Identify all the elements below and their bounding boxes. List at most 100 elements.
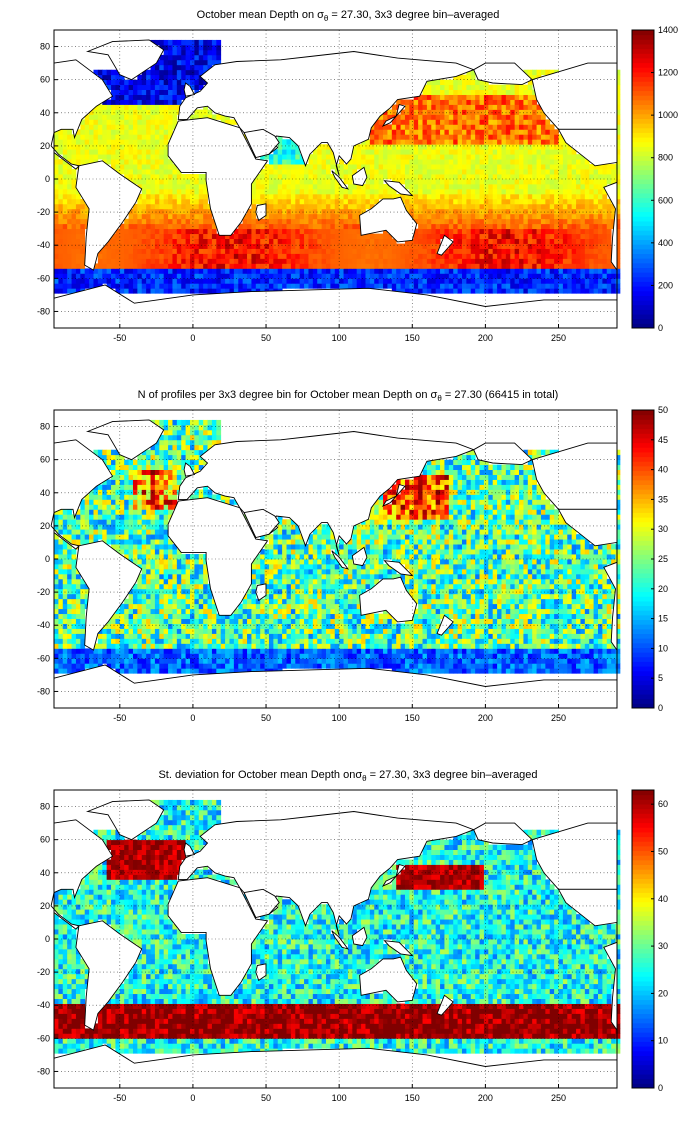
bin-cell bbox=[501, 184, 506, 189]
bin-cell bbox=[278, 653, 283, 658]
bin-cell bbox=[76, 663, 81, 668]
bin-cell bbox=[317, 653, 322, 658]
bin-cell bbox=[168, 124, 173, 129]
bin-cell bbox=[594, 214, 599, 219]
bin-cell bbox=[326, 184, 331, 189]
bin-cell bbox=[414, 234, 419, 239]
bin-cell bbox=[72, 139, 77, 144]
bin-cell bbox=[168, 224, 173, 229]
bin-cell bbox=[580, 159, 585, 164]
bin-cell bbox=[370, 234, 375, 239]
bin-cell bbox=[466, 149, 471, 154]
bin-cell bbox=[155, 278, 160, 283]
bin-cell bbox=[387, 648, 392, 653]
bin-cell bbox=[146, 139, 151, 144]
bin-cell bbox=[361, 268, 366, 273]
bin-cell bbox=[278, 169, 283, 174]
bin-cell bbox=[458, 80, 463, 85]
bin-cell bbox=[63, 224, 68, 229]
bin-cell bbox=[194, 258, 199, 263]
bin-cell bbox=[120, 134, 125, 139]
bin-cell bbox=[322, 648, 327, 653]
bin-cell bbox=[501, 658, 506, 663]
bin-cell bbox=[523, 254, 528, 259]
bin-cell bbox=[409, 169, 414, 174]
bin-cell bbox=[458, 224, 463, 229]
bin-cell bbox=[124, 663, 129, 668]
bin-cell bbox=[194, 239, 199, 244]
bin-cell bbox=[129, 653, 134, 658]
bin-cell bbox=[589, 169, 594, 174]
bin-cell bbox=[528, 199, 533, 204]
bin-cell bbox=[181, 194, 186, 199]
bin-cell bbox=[383, 189, 388, 194]
bin-cell bbox=[523, 283, 528, 288]
bin-cell bbox=[519, 229, 524, 234]
bin-cell bbox=[120, 648, 125, 653]
bin-cell bbox=[523, 95, 528, 100]
bin-cell bbox=[172, 643, 177, 648]
bin-cell bbox=[295, 648, 300, 653]
bin-cell bbox=[269, 159, 274, 164]
bin-cell bbox=[444, 288, 449, 293]
bin-cell bbox=[317, 189, 322, 194]
bin-cell bbox=[563, 278, 568, 283]
bin-cell bbox=[427, 179, 432, 184]
bin-cell bbox=[348, 234, 353, 239]
bin-cell bbox=[409, 204, 414, 209]
bin-cell bbox=[563, 159, 568, 164]
bin-cell bbox=[234, 658, 239, 663]
bin-cell bbox=[545, 258, 550, 263]
bin-cell bbox=[396, 129, 401, 134]
bin-cell bbox=[515, 139, 520, 144]
bin-cell bbox=[607, 273, 612, 278]
bin-cell bbox=[580, 229, 585, 234]
bin-cell bbox=[129, 258, 134, 263]
bin-cell bbox=[282, 283, 287, 288]
bin-cell bbox=[111, 139, 116, 144]
bin-cell bbox=[308, 189, 313, 194]
bin-cell bbox=[589, 273, 594, 278]
bin-cell bbox=[260, 258, 265, 263]
bin-cell bbox=[151, 179, 156, 184]
bin-cell bbox=[273, 643, 278, 648]
y-tick-label: 0 bbox=[45, 174, 50, 184]
bin-cell bbox=[519, 244, 524, 249]
bin-cell bbox=[54, 663, 59, 668]
bin-cell bbox=[374, 164, 379, 169]
bin-cell bbox=[194, 50, 199, 55]
bin-cell bbox=[291, 184, 296, 189]
bin-cell bbox=[256, 244, 261, 249]
bin-cell bbox=[313, 179, 318, 184]
bin-cell bbox=[598, 249, 603, 254]
bin-cell bbox=[98, 263, 103, 268]
bin-cell bbox=[519, 184, 524, 189]
bin-cell bbox=[466, 174, 471, 179]
bin-cell bbox=[462, 159, 467, 164]
bin-cell bbox=[453, 194, 458, 199]
bin-cell bbox=[54, 288, 59, 293]
bin-cell bbox=[159, 80, 164, 85]
bin-cell bbox=[409, 100, 414, 105]
bin-cell bbox=[72, 224, 77, 229]
bin-cell bbox=[611, 288, 616, 293]
bin-cell bbox=[423, 199, 428, 204]
bin-cell bbox=[418, 273, 423, 278]
bin-cell bbox=[523, 229, 528, 234]
bin-cell bbox=[471, 668, 476, 673]
bin-cell bbox=[559, 179, 564, 184]
bin-cell bbox=[480, 239, 485, 244]
bin-cell bbox=[194, 653, 199, 658]
bin-cell bbox=[541, 119, 546, 124]
bin-cell bbox=[528, 174, 533, 179]
bin-cell bbox=[572, 219, 577, 224]
bin-cell bbox=[146, 648, 151, 653]
bin-cell bbox=[541, 189, 546, 194]
bin-cell bbox=[199, 239, 204, 244]
bin-cell bbox=[291, 204, 296, 209]
bin-cell bbox=[510, 114, 515, 119]
bin-cell bbox=[436, 100, 441, 105]
bin-cell bbox=[291, 209, 296, 214]
bin-cell bbox=[142, 209, 147, 214]
bin-cell bbox=[115, 109, 120, 114]
